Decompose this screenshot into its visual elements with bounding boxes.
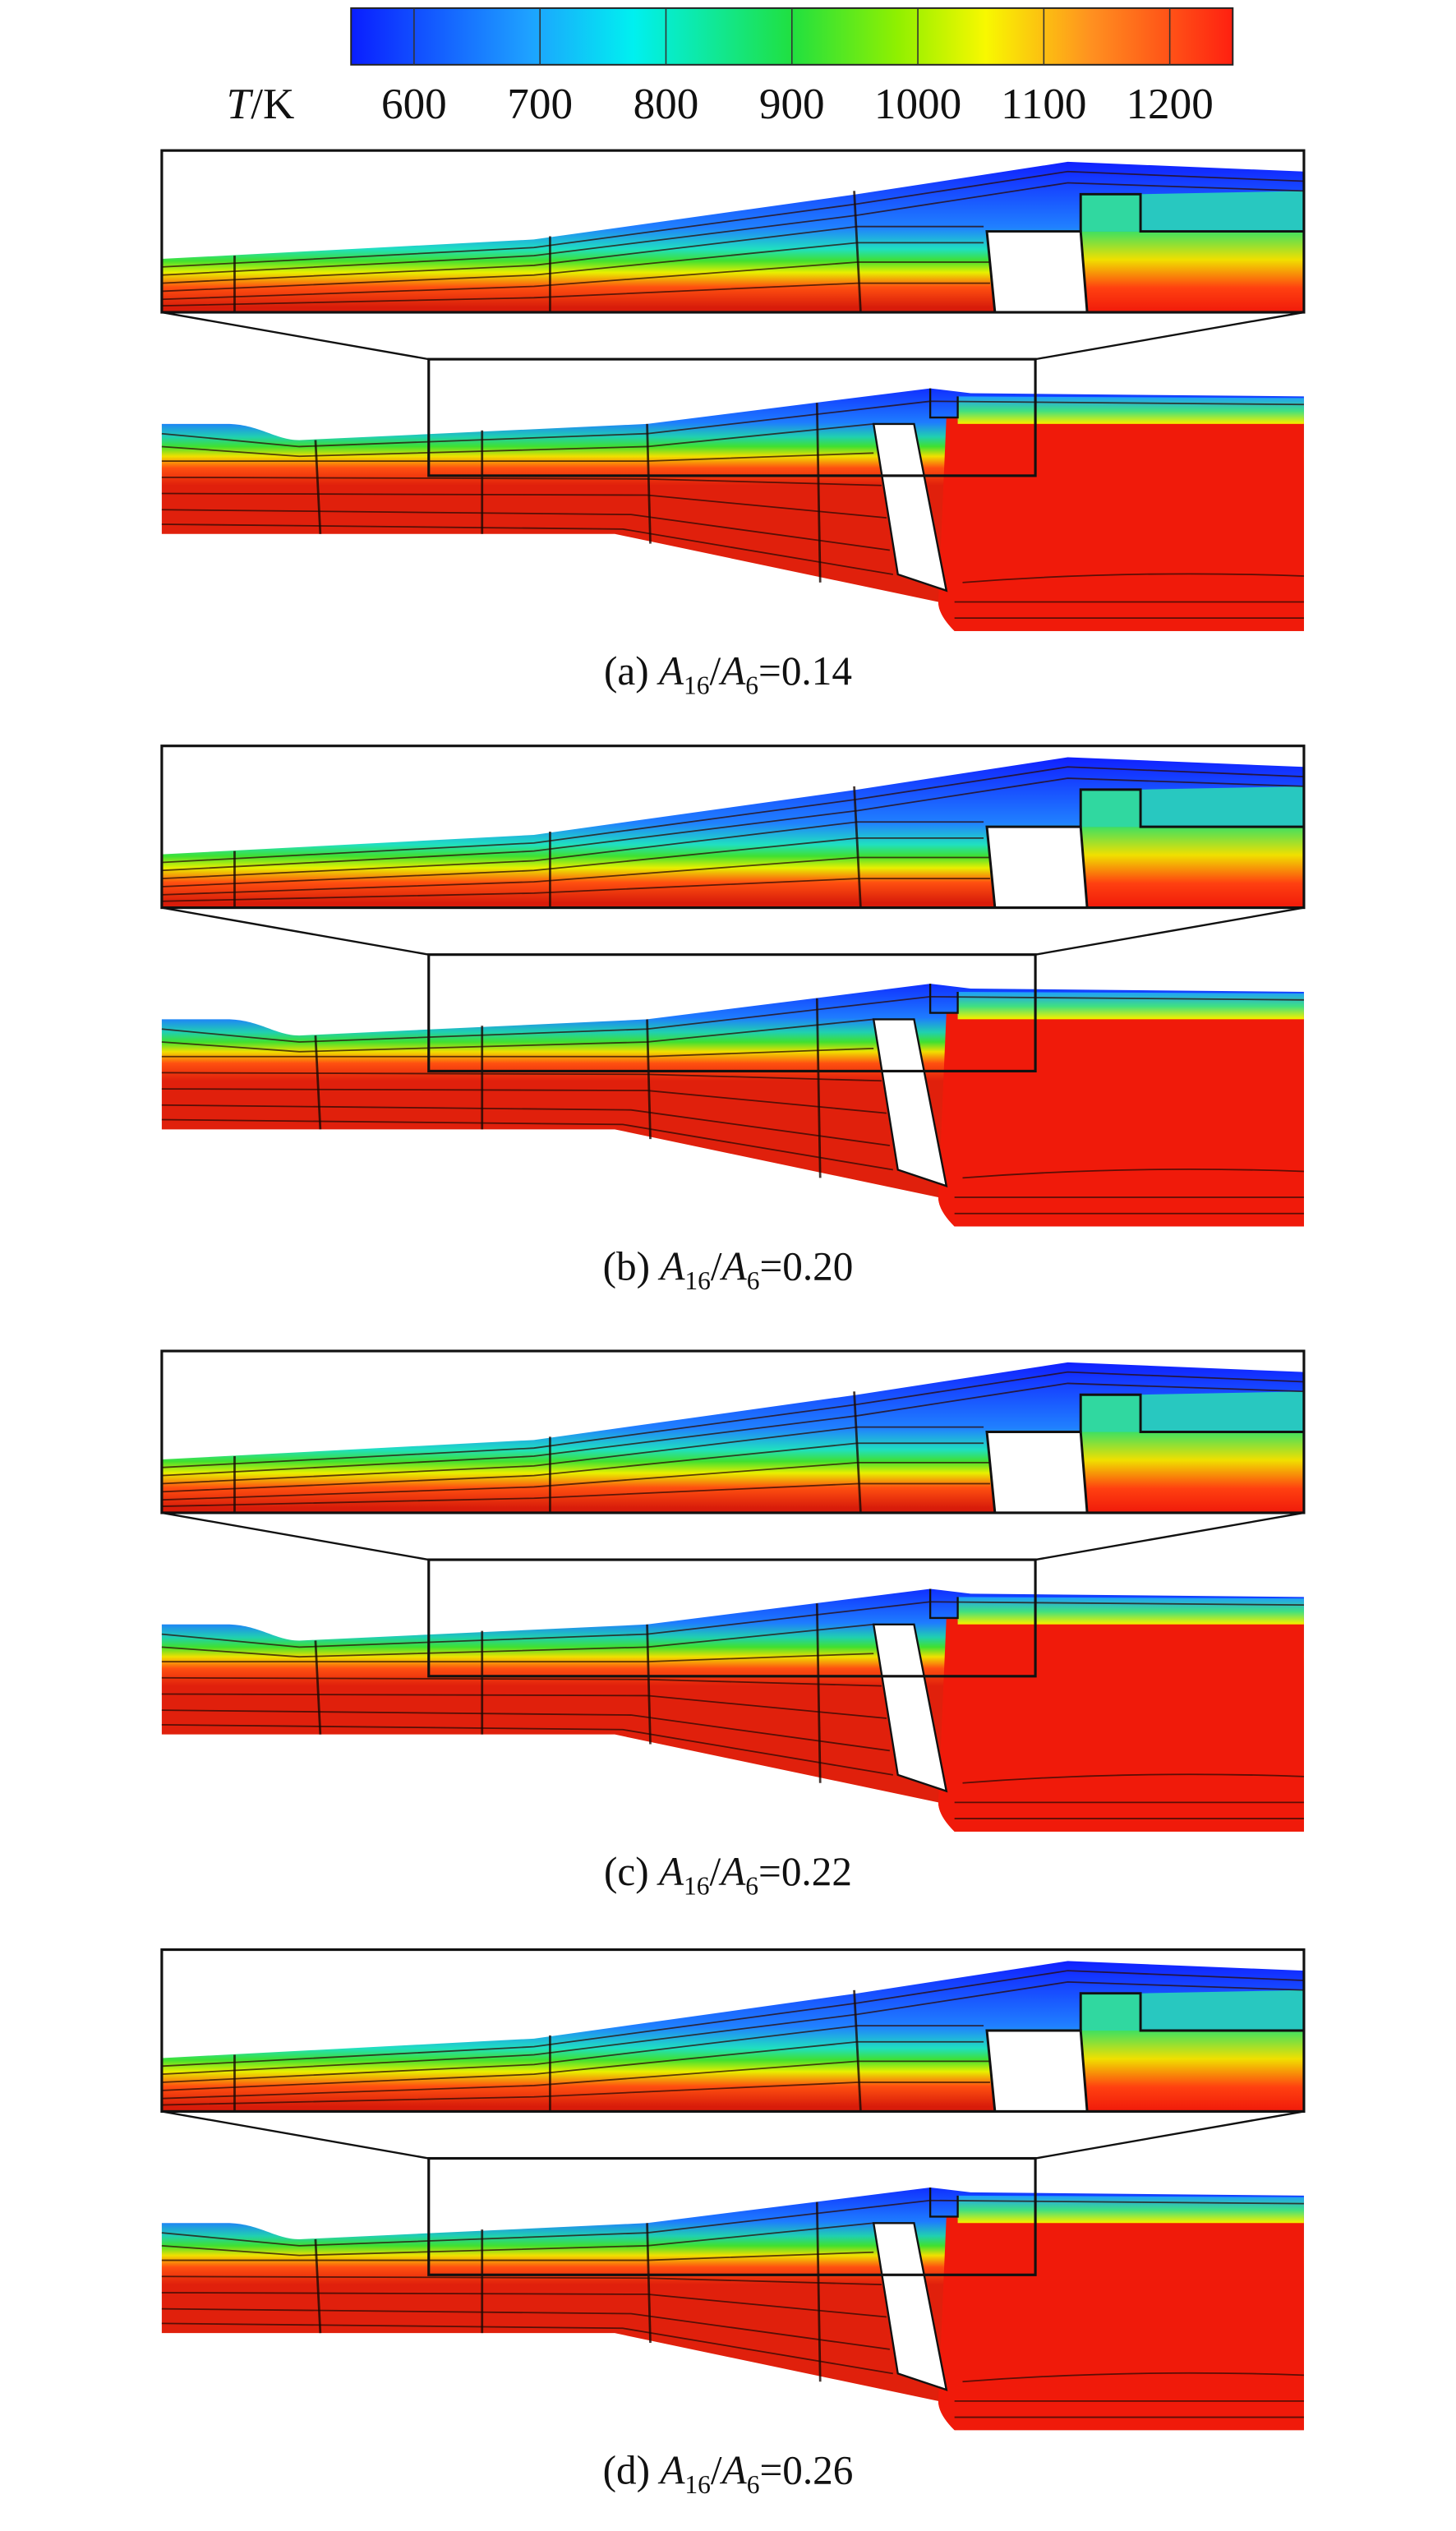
caption-part: =0.20	[759, 1243, 853, 1289]
caption-part: 16	[684, 2470, 711, 2499]
caption-part: /	[711, 2447, 722, 2492]
label-part: T	[227, 81, 254, 128]
caption-part: A	[720, 1243, 748, 1289]
caption-part: 16	[684, 1266, 711, 1295]
caption-part: /	[711, 1243, 722, 1289]
colorbar-tick-label: 900	[759, 81, 825, 128]
caption-part: 6	[745, 1872, 758, 1901]
caption-part: (d)	[603, 2447, 661, 2492]
caption-part: A	[657, 1243, 685, 1289]
contour-panel	[160, 1948, 1306, 2432]
colorbar-tick-label: 1000	[874, 81, 961, 128]
caption: (a) A16/A6=0.14	[604, 648, 852, 700]
caption-part: A	[718, 1849, 746, 1894]
contour-panel	[160, 149, 1306, 633]
caption-part: A	[720, 2447, 748, 2492]
caption-part: 6	[747, 2470, 760, 2499]
caption-part: =0.26	[759, 2447, 853, 2492]
colorbar-tick-label: 800	[634, 81, 699, 128]
colorbar-tick-label: 1200	[1126, 81, 1213, 128]
caption-part: /	[710, 1849, 721, 1894]
caption-part: =0.14	[758, 648, 852, 694]
contour-panel	[160, 745, 1306, 1229]
caption-part: A	[657, 2447, 685, 2492]
caption-part: =0.22	[758, 1849, 852, 1894]
caption-part: (b)	[603, 1243, 661, 1289]
caption-part: /	[710, 648, 721, 694]
caption-part: 6	[745, 671, 758, 700]
caption-part: A	[718, 648, 746, 694]
caption-part: (c)	[604, 1849, 659, 1894]
colorbar: 600 700 800 900 1000 1100 1200 T/K	[227, 7, 1234, 128]
colorbar-label: T/K	[227, 81, 295, 128]
colorbar-tick-label: 700	[507, 81, 573, 128]
colorbar-tick-label: 600	[381, 81, 447, 128]
panels: (a) A16/A6=0.14(b) A16/A6=0.20(c) A16/A6…	[160, 149, 1306, 2499]
caption-part: 16	[684, 1872, 710, 1901]
contour-panel	[160, 1349, 1306, 1833]
caption: (d) A16/A6=0.26	[603, 2447, 854, 2499]
colorbar-tick-label: 1100	[1001, 81, 1086, 128]
caption-part: 16	[684, 671, 710, 700]
caption: (c) A16/A6=0.22	[604, 1849, 852, 1901]
caption: (b) A16/A6=0.20	[603, 1243, 854, 1295]
caption-part: A	[657, 1849, 684, 1894]
label-part: /K	[251, 81, 294, 128]
caption-part: A	[657, 648, 684, 694]
caption-part: 6	[747, 1266, 760, 1295]
caption-part: (a)	[604, 648, 659, 694]
